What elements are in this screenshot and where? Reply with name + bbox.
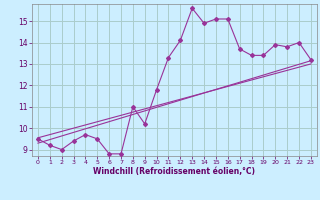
X-axis label: Windchill (Refroidissement éolien,°C): Windchill (Refroidissement éolien,°C)	[93, 167, 255, 176]
